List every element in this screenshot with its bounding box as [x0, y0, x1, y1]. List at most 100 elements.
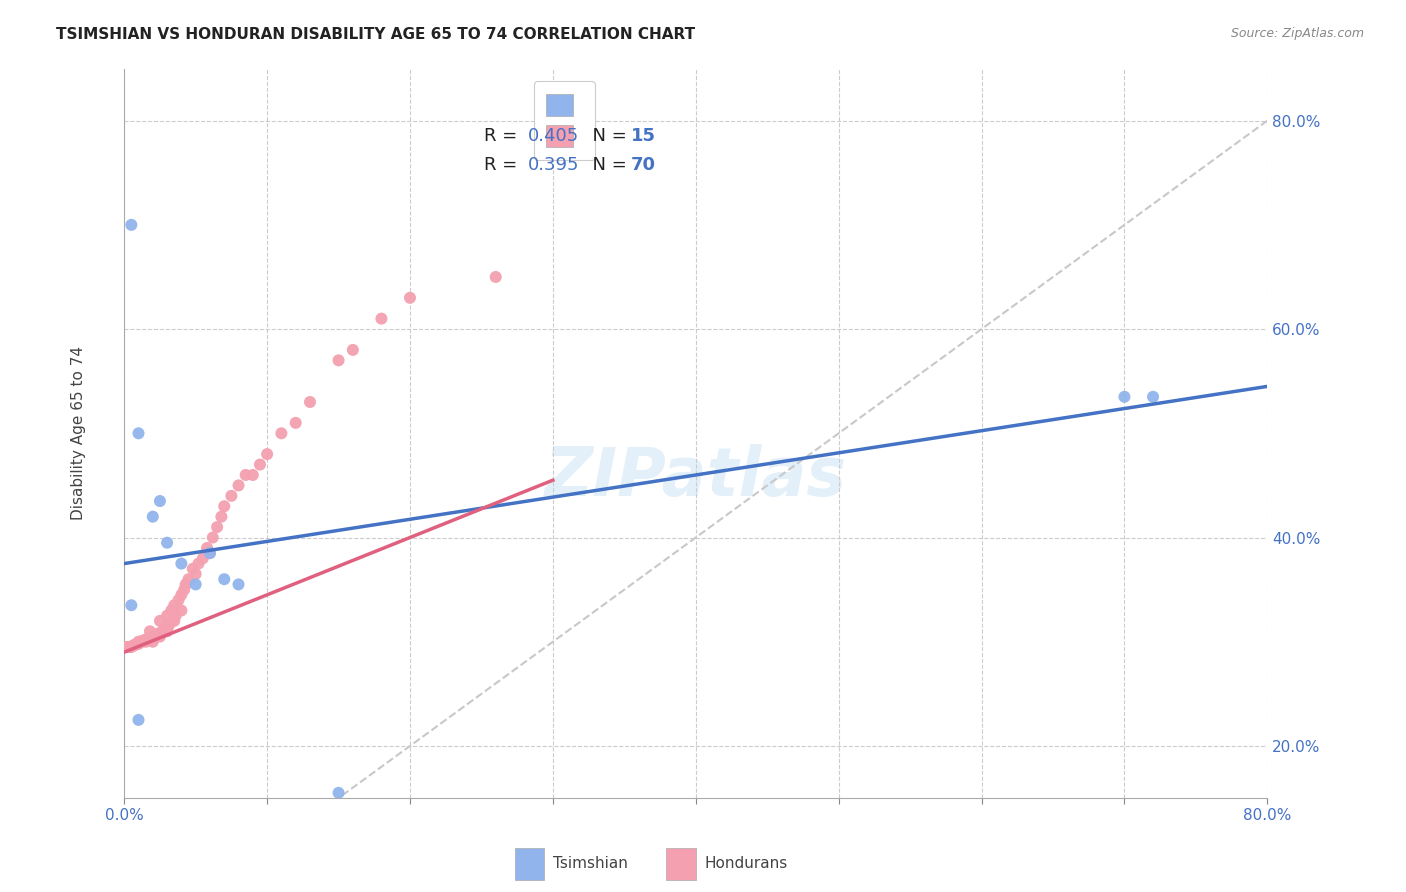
- Point: [228, 478, 250, 492]
- Point: [342, 343, 364, 357]
- Point: [256, 447, 278, 461]
- Point: [201, 531, 224, 545]
- Point: [399, 291, 422, 305]
- Text: 15: 15: [631, 127, 655, 145]
- Point: [118, 640, 141, 654]
- Point: [205, 520, 228, 534]
- FancyBboxPatch shape: [515, 848, 544, 880]
- Point: [156, 624, 179, 639]
- Point: [370, 311, 392, 326]
- FancyBboxPatch shape: [666, 848, 696, 880]
- Point: [156, 608, 179, 623]
- Point: [120, 640, 142, 654]
- Text: R =: R =: [484, 156, 523, 174]
- Point: [125, 637, 148, 651]
- Point: [160, 603, 183, 617]
- Point: [242, 467, 264, 482]
- Point: [124, 638, 146, 652]
- Point: [120, 218, 142, 232]
- Point: [142, 509, 165, 524]
- Point: [136, 632, 159, 647]
- Text: R =: R =: [484, 127, 523, 145]
- Point: [141, 632, 163, 646]
- Point: [134, 633, 156, 648]
- Point: [191, 551, 214, 566]
- Point: [170, 557, 193, 571]
- Point: [212, 572, 235, 586]
- Text: Hondurans: Hondurans: [704, 855, 787, 871]
- Point: [249, 458, 271, 472]
- Point: [174, 577, 197, 591]
- Point: [138, 632, 160, 646]
- Point: [270, 426, 292, 441]
- Point: [209, 509, 232, 524]
- Point: [143, 631, 166, 645]
- Point: [149, 614, 172, 628]
- Point: [115, 640, 138, 654]
- Point: [181, 562, 204, 576]
- Point: [146, 628, 169, 642]
- Text: 0.405: 0.405: [527, 127, 579, 145]
- Point: [148, 626, 170, 640]
- Point: [128, 426, 150, 441]
- Point: [167, 593, 190, 607]
- Point: [163, 599, 186, 613]
- Point: [128, 713, 150, 727]
- Point: [1142, 390, 1164, 404]
- Point: [156, 535, 179, 549]
- Point: [128, 637, 150, 651]
- Point: [121, 639, 143, 653]
- Point: [149, 630, 172, 644]
- Text: 70: 70: [631, 156, 655, 174]
- Point: [235, 467, 257, 482]
- Point: [135, 632, 157, 647]
- Point: [120, 599, 142, 613]
- Point: [187, 557, 209, 571]
- Point: [159, 615, 181, 630]
- Point: [150, 626, 173, 640]
- Point: [228, 577, 250, 591]
- Point: [1114, 390, 1136, 404]
- Point: [128, 634, 150, 648]
- Point: [139, 624, 162, 639]
- Point: [122, 638, 145, 652]
- Text: ZIPatlas: ZIPatlas: [544, 444, 846, 510]
- Point: [177, 572, 200, 586]
- Point: [328, 353, 350, 368]
- Text: TSIMSHIAN VS HONDURAN DISABILITY AGE 65 TO 74 CORRELATION CHART: TSIMSHIAN VS HONDURAN DISABILITY AGE 65 …: [56, 27, 696, 42]
- Point: [221, 489, 243, 503]
- Point: [170, 603, 193, 617]
- Point: [153, 622, 176, 636]
- Point: [198, 546, 221, 560]
- Point: [184, 566, 207, 581]
- Point: [298, 395, 321, 409]
- Y-axis label: Disability Age 65 to 74: Disability Age 65 to 74: [72, 346, 86, 520]
- Text: N =: N =: [582, 156, 633, 174]
- Point: [170, 588, 193, 602]
- Point: [145, 630, 167, 644]
- Point: [212, 500, 235, 514]
- Point: [131, 634, 153, 648]
- Point: [157, 619, 180, 633]
- Point: [142, 630, 165, 644]
- Point: [135, 634, 157, 648]
- Point: [117, 640, 139, 654]
- Text: N =: N =: [582, 127, 633, 145]
- Point: [129, 634, 152, 648]
- Point: [142, 634, 165, 648]
- Point: [149, 494, 172, 508]
- Point: [184, 577, 207, 591]
- Text: Source: ZipAtlas.com: Source: ZipAtlas.com: [1230, 27, 1364, 40]
- Point: [132, 633, 155, 648]
- Point: [198, 546, 221, 560]
- Point: [139, 632, 162, 647]
- Point: [284, 416, 307, 430]
- Point: [163, 614, 186, 628]
- Point: [152, 624, 174, 639]
- Point: [195, 541, 218, 555]
- Point: [165, 608, 187, 623]
- Text: Tsimshian: Tsimshian: [553, 855, 627, 871]
- Point: [485, 269, 508, 284]
- Legend: , : ,: [534, 81, 595, 160]
- Text: 0.395: 0.395: [527, 156, 579, 174]
